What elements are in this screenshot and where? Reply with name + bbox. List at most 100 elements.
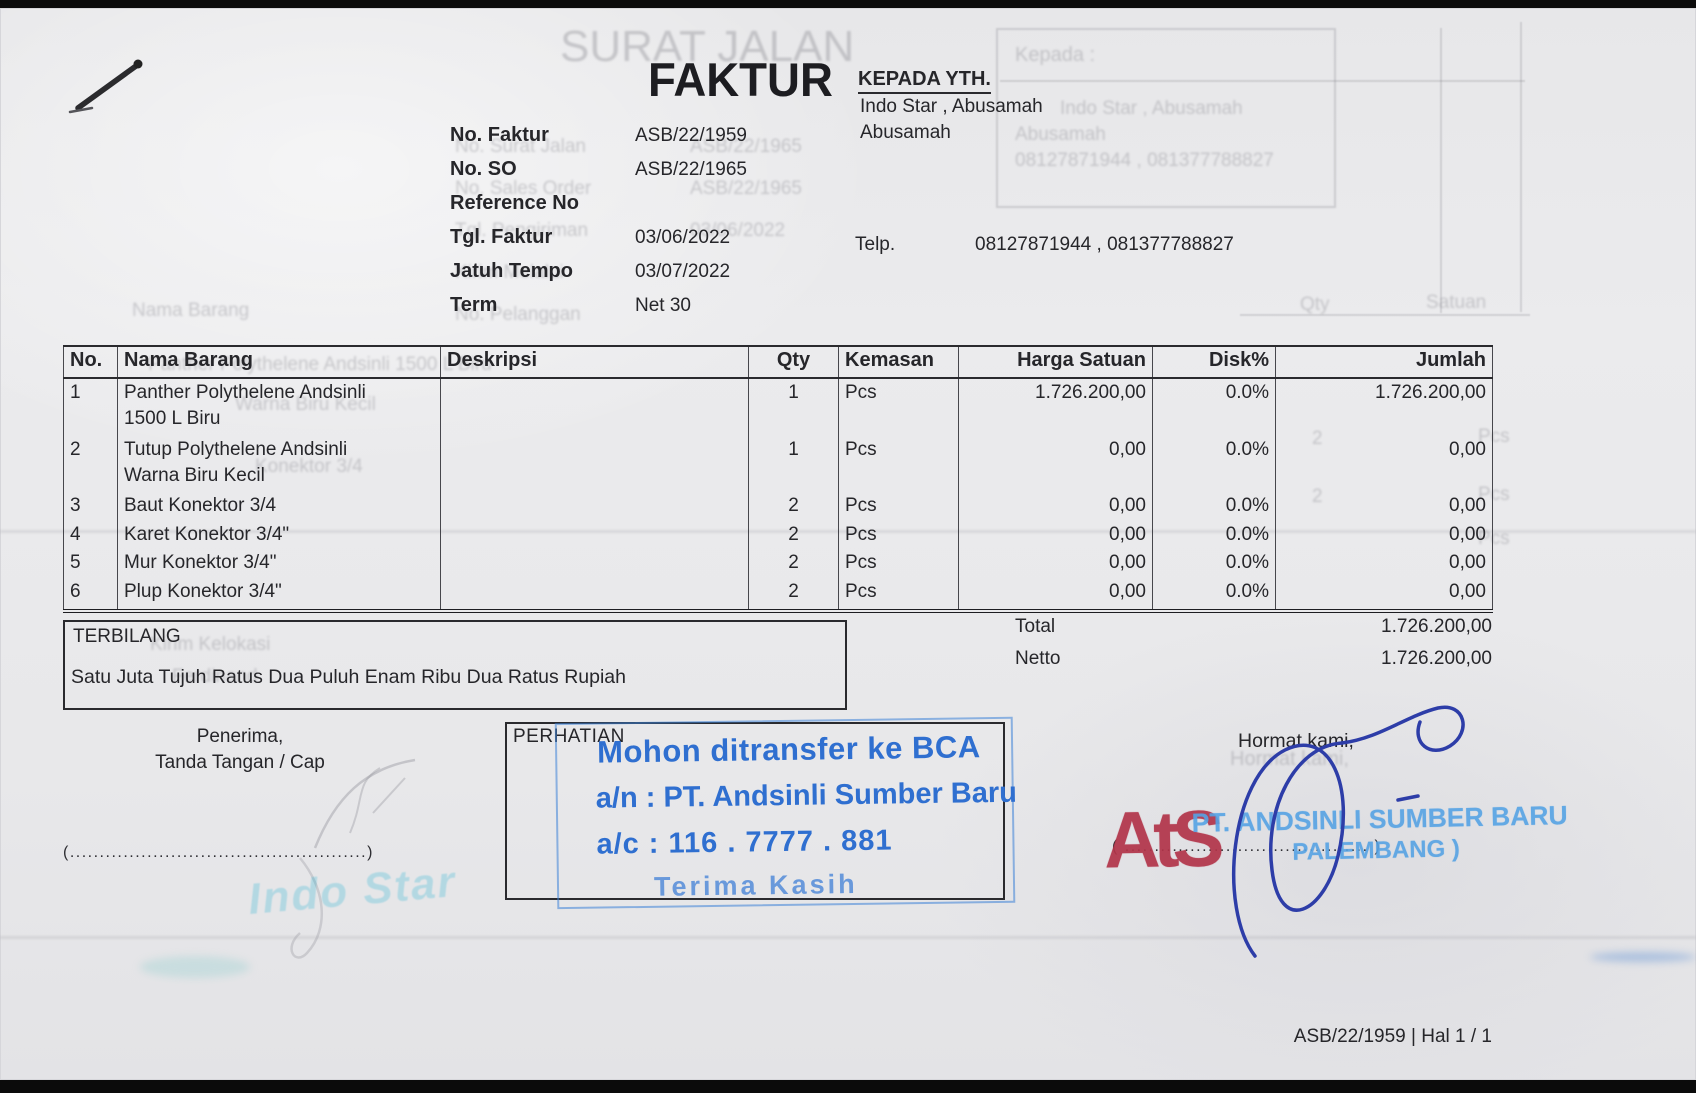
pencil-scribble [290, 758, 416, 959]
field-jatuh-tempo: Jatuh Tempo 03/07/2022 [450, 260, 730, 283]
ghost-line-vertical [1440, 28, 1442, 313]
field-label: Term [450, 294, 498, 316]
table-row: 5 Mur Konektor 3/4" 2 Pcs 0,00 0.0% 0,00 [63, 549, 1493, 578]
col-nama-barang: Nama Barang [117, 345, 441, 379]
col-disk: Disk% [1152, 345, 1276, 379]
cell-jumlah: 0,00 [1275, 549, 1493, 578]
ghost-text: ASB/22/1965 [690, 136, 802, 157]
cell-name: Plup Konektor 3/4" [117, 578, 441, 611]
cell-desc [440, 549, 749, 578]
field-no-faktur: No. Faktur ASB/22/1959 [450, 124, 747, 147]
cell-jumlah: 0,00 [1275, 521, 1493, 549]
penerima-signature-line: (.......................................… [63, 844, 374, 861]
hormat-signature-line: ( ......................................… [1112, 838, 1382, 855]
table-row: 1 Panther Polythelene Andsinli 1500 L Bir… [63, 378, 1493, 436]
bca-transfer-stamp: Mohon ditransfer ke BCA a/n : PT. Andsin… [547, 711, 1020, 914]
telp-row: Telp. 08127871944 , 081377788827 [855, 234, 1234, 256]
staple-icon [68, 59, 143, 114]
ghost-text: No. Pelanggan [455, 304, 581, 325]
cell-kemasan: Pcs [838, 378, 959, 436]
cell-jumlah: 0,00 [1275, 578, 1493, 611]
cell-kemasan: Pcs [838, 521, 959, 549]
cell-harga: 0,00 [958, 578, 1153, 611]
col-deskripsi: Deskripsi [440, 345, 749, 379]
table-row: 2 Tutup Polythelene Andsinli Warna Biru K… [63, 436, 1493, 492]
field-value: 03/07/2022 [635, 261, 731, 282]
customer-name-2: Abusamah [860, 122, 951, 143]
customer-name: Indo Star , Abusamah [860, 96, 1043, 117]
stamp-line-2: a/n : PT. Andsinli Sumber Baru [595, 776, 1018, 815]
field-value: ASB/22/1959 [635, 125, 747, 146]
ghost-text: SURAT JALAN [560, 22, 855, 71]
invoice-paper: SURAT JALAN Kepada : Indo Star , Abusamah A… [0, 8, 1696, 1080]
ghost-text: Kepada : [1015, 44, 1096, 66]
cell-qty: 2 [748, 521, 839, 549]
cell-no: 6 [63, 578, 118, 611]
cell-jumlah: 0,00 [1275, 492, 1493, 521]
telp-label: Telp. [855, 234, 896, 255]
ghost-text: Satuan [1426, 292, 1487, 313]
cell-harga: 1.726.200,00 [958, 378, 1153, 436]
cell-disk: 0.0% [1152, 436, 1276, 492]
ink-smudge [1590, 952, 1696, 962]
ghost-text: 08127871944 , 081377788827 [1015, 150, 1274, 171]
ghost-text: ASB/22/1965 [690, 178, 802, 199]
stamp-line-4: Terima Kasih [653, 868, 858, 902]
field-label: Jatuh Tempo [450, 260, 573, 282]
netto-value: 1.726.200,00 [1381, 648, 1492, 669]
cell-name: Mur Konektor 3/4" [117, 549, 441, 578]
cell-harga: 0,00 [958, 521, 1153, 549]
ghost-text: Ferdinand [172, 666, 258, 687]
handwritten-signature [1231, 705, 1465, 958]
ink-smudge [140, 956, 250, 978]
cell-desc [440, 492, 749, 521]
cell-desc [440, 378, 749, 436]
cell-kemasan: Pcs [838, 549, 959, 578]
cell-qty: 2 [748, 549, 839, 578]
terbilang-box: TERBILANG Satu Juta Tujuh Ratus Dua Pulu… [63, 620, 847, 710]
ghost-text: Nama Barang [132, 300, 250, 321]
stamp-line-3: a/c : 116 . 7777 . 881 [596, 824, 893, 861]
field-reference-no: Reference No [450, 192, 635, 215]
field-term: Term Net 30 [450, 294, 691, 317]
kepada-yth-label: KEPADA YTH. [858, 68, 991, 94]
cell-qty: 1 [748, 378, 839, 436]
field-value: Net 30 [635, 295, 691, 316]
telp-value: 08127871944 , 081377788827 [975, 234, 1234, 255]
netto-label: Netto [1015, 648, 1061, 669]
ghost-text: No. Sales Order [455, 178, 592, 199]
cell-disk: 0.0% [1152, 378, 1276, 436]
cell-name: Panther Polythelene Andsinli 1500 L Biru [117, 378, 441, 436]
penerima-sublabel: Tanda Tangan / Cap [155, 752, 325, 773]
terbilang-text: Satu Juta Tujuh Ratus Dua Puluh Enam Rib… [71, 666, 626, 688]
cell-no: 3 [63, 492, 118, 521]
field-tgl-faktur: Tgl. Faktur 03/06/2022 [450, 226, 730, 249]
table-row: 4 Karet Konektor 3/4" 2 Pcs 0,00 0.0% 0,00 [63, 521, 1493, 549]
col-no: No. [63, 345, 118, 379]
page-title: FAKTUR [648, 53, 833, 106]
ghost-kepada-box [996, 28, 1336, 208]
ghost-text: Tgl. Pengiriman [455, 220, 589, 241]
cell-kemasan: Pcs [838, 578, 959, 611]
ghost-line-vertical [1520, 22, 1522, 312]
perhatian-box: PERHATIAN [505, 722, 1005, 900]
cell-no: 4 [63, 521, 118, 549]
cell-kemasan: Pcs [838, 436, 959, 492]
ghost-text: 03/06/2022 [690, 220, 786, 241]
cell-desc [440, 521, 749, 549]
stamp-line-1: Mohon ditransfer ke BCA [596, 729, 981, 770]
total-value: 1.726.200,00 [1381, 616, 1492, 637]
cell-qty: 2 [748, 492, 839, 521]
perhatian-label: PERHATIAN [513, 726, 625, 747]
cell-qty: 2 [748, 578, 839, 611]
cell-harga: 0,00 [958, 436, 1153, 492]
cell-disk: 0.0% [1152, 521, 1276, 549]
ghost-line-horizontal [1000, 80, 1525, 82]
terbilang-label: TERBILANG [73, 626, 181, 647]
cell-name: Baut Konektor 3/4 [117, 492, 441, 521]
cell-disk: 0.0% [1152, 578, 1276, 611]
cell-jumlah: 0,00 [1275, 436, 1493, 492]
cell-no: 2 [63, 436, 118, 492]
field-no-so: No. SO ASB/22/1965 [450, 158, 747, 181]
